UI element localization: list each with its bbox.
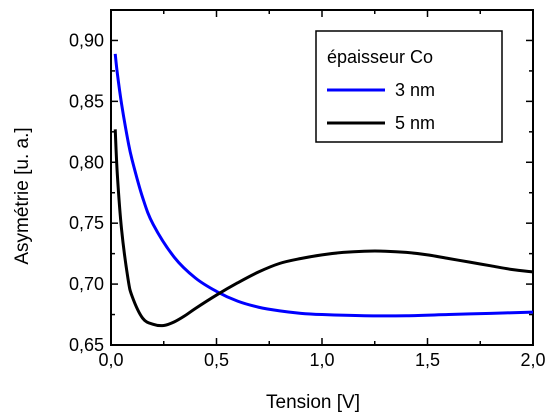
- legend: épaisseur Co 3 nm 5 nm: [315, 30, 503, 143]
- legend-label-3nm: 3 nm: [395, 80, 435, 100]
- series-layer: [113, 53, 534, 328]
- y-tick-label: 0,75: [69, 213, 104, 233]
- series-line-5nm: [113, 129, 534, 328]
- x-axis-title: Tension [V]: [266, 392, 360, 413]
- x-tick-label: 2,0: [520, 350, 545, 370]
- y-tick-label: 0,85: [69, 91, 104, 111]
- x-tick-label: 0,5: [204, 350, 229, 370]
- y-axis: 0,65 0,70 0,75 0,80 0,85 0,90: [69, 9, 533, 355]
- y-tick-label: 0,70: [69, 274, 104, 294]
- y-tick-label: 0,65: [69, 335, 104, 355]
- legend-title: épaisseur Co: [327, 47, 433, 67]
- series-line-3nm: [113, 53, 534, 318]
- legend-label-5nm: 5 nm: [395, 113, 435, 133]
- x-tick-label: 1,0: [309, 350, 334, 370]
- x-tick-label: 1,5: [415, 350, 440, 370]
- y-tick-label: 0,90: [69, 30, 104, 50]
- x-axis: 0,0 0,5 1,0 1,5 2,0: [98, 10, 546, 370]
- y-axis-title: Asymétrie [u. a.]: [12, 127, 33, 264]
- x-tick-label: 0,0: [98, 350, 123, 370]
- y-tick-label: 0,80: [69, 152, 104, 172]
